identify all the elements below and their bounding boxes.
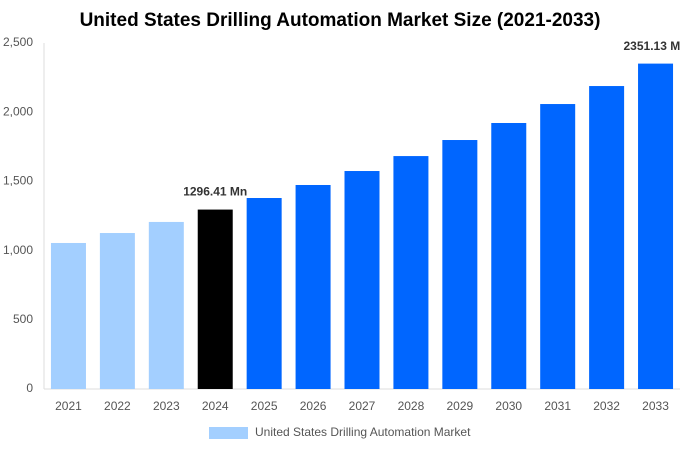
x-tick-label: 2021 (55, 399, 82, 413)
bar (491, 122, 527, 389)
value-label: 2351.13 Mn (624, 39, 680, 53)
bar (589, 86, 625, 390)
bar (344, 171, 380, 389)
x-tick-label: 2023 (153, 399, 180, 413)
y-tick-label: 1,500 (3, 174, 33, 188)
bar (295, 184, 331, 389)
y-tick-label: 1,000 (3, 243, 33, 257)
bar (246, 198, 282, 389)
x-tick-label: 2028 (398, 399, 425, 413)
bar (99, 233, 135, 389)
x-tick-label: 2033 (642, 399, 669, 413)
y-tick-label: 0 (26, 381, 33, 395)
x-tick-label: 2022 (104, 399, 131, 413)
x-tick-label: 2027 (349, 399, 376, 413)
legend-label: United States Drilling Automation Market (255, 425, 471, 439)
bar (148, 221, 184, 389)
x-tick-label: 2032 (593, 399, 620, 413)
bar (197, 209, 233, 389)
x-tick-label: 2026 (300, 399, 327, 413)
chart-title: United States Drilling Automation Market… (80, 10, 601, 31)
bar (393, 156, 429, 389)
bar (50, 242, 86, 389)
bar (442, 140, 478, 389)
bar (638, 63, 674, 389)
legend-swatch (209, 427, 248, 439)
x-tick-label: 2025 (251, 399, 278, 413)
y-tick-label: 2,500 (3, 35, 33, 49)
y-tick-label: 500 (13, 312, 33, 326)
x-tick-label: 2029 (446, 399, 473, 413)
x-tick-label: 2024 (202, 399, 229, 413)
x-tick-label: 2030 (495, 399, 522, 413)
y-tick-label: 2,000 (3, 104, 33, 118)
bar (540, 104, 576, 390)
value-label: 1296.41 Mn (183, 185, 247, 199)
x-tick-label: 2031 (544, 399, 571, 413)
